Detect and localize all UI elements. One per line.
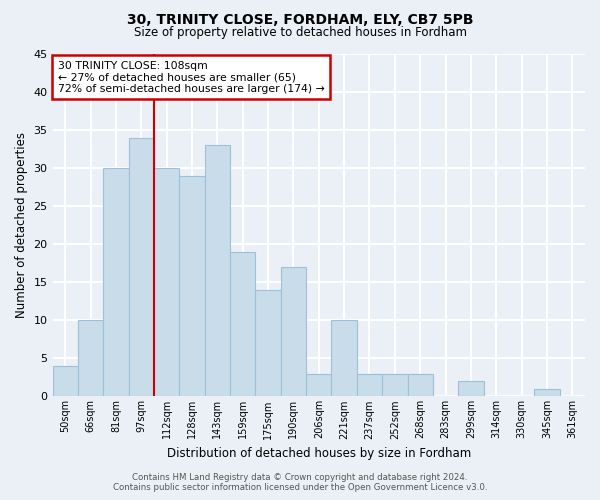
Bar [407, 374, 433, 396]
Text: Size of property relative to detached houses in Fordham: Size of property relative to detached ho… [133, 26, 467, 39]
Bar [154, 168, 179, 396]
Bar [357, 374, 382, 396]
Bar [230, 252, 256, 396]
Bar [205, 146, 230, 396]
Bar [382, 374, 407, 396]
Bar [256, 290, 281, 397]
Bar [78, 320, 103, 396]
Bar [53, 366, 78, 396]
Bar [281, 267, 306, 396]
Bar [179, 176, 205, 396]
Bar [458, 381, 484, 396]
Text: 30 TRINITY CLOSE: 108sqm
← 27% of detached houses are smaller (65)
72% of semi-d: 30 TRINITY CLOSE: 108sqm ← 27% of detach… [58, 61, 325, 94]
Bar [128, 138, 154, 396]
Text: Contains HM Land Registry data © Crown copyright and database right 2024.
Contai: Contains HM Land Registry data © Crown c… [113, 473, 487, 492]
Bar [331, 320, 357, 396]
Text: 30, TRINITY CLOSE, FORDHAM, ELY, CB7 5PB: 30, TRINITY CLOSE, FORDHAM, ELY, CB7 5PB [127, 12, 473, 26]
Bar [306, 374, 331, 396]
Bar [103, 168, 128, 396]
Y-axis label: Number of detached properties: Number of detached properties [15, 132, 28, 318]
X-axis label: Distribution of detached houses by size in Fordham: Distribution of detached houses by size … [167, 447, 471, 460]
Bar [534, 389, 560, 396]
